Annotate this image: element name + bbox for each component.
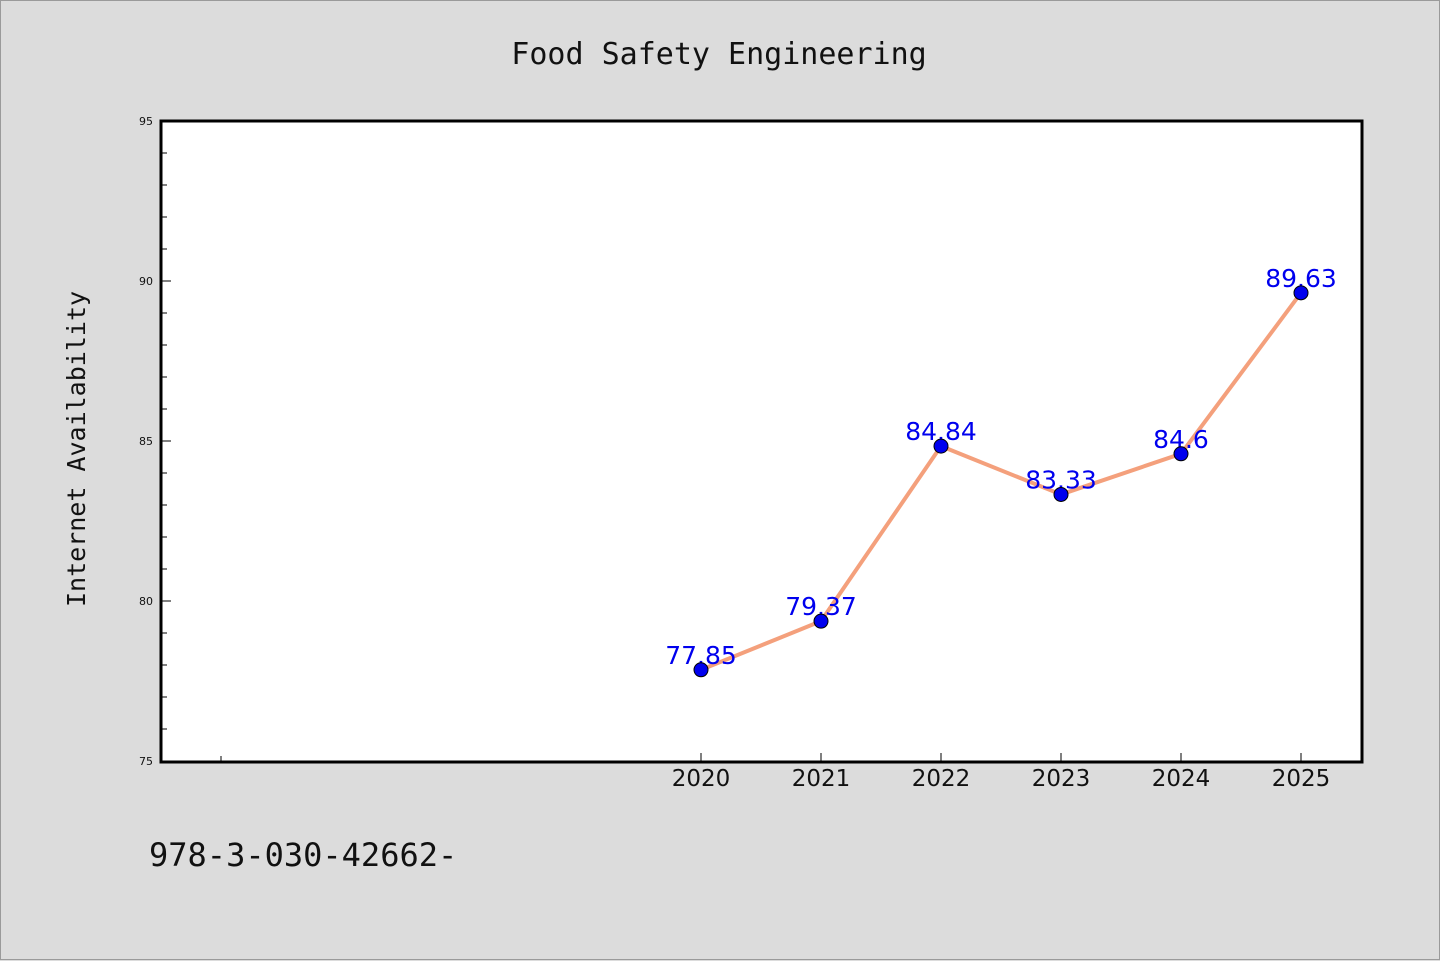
x-tick-label: 2022 (912, 766, 971, 792)
y-axis-label: Internet Availability (62, 291, 91, 607)
data-point-marker (813, 613, 829, 629)
footnote-text: 978-3-030-42662- (149, 836, 457, 874)
series-path (699, 290, 1303, 672)
x-tick-label: 2023 (1032, 766, 1091, 792)
x-tick-label: 2025 (1272, 766, 1331, 792)
data-point-marker (1053, 486, 1069, 502)
y-tick-label: 95 (139, 115, 153, 128)
chart-title: Food Safety Engineering (511, 37, 926, 72)
y-tick-label: 80 (139, 595, 153, 608)
data-point-marker (1293, 285, 1309, 301)
x-tick-label: 2021 (792, 766, 851, 792)
y-axis-ticks: 75 80 85 90 95 (139, 115, 171, 768)
y-tick-label: 85 (139, 435, 153, 448)
data-point-marker (1173, 446, 1189, 462)
data-point-marker (933, 438, 949, 454)
data-point-marker (693, 662, 709, 678)
y-tick-label: 90 (139, 275, 153, 288)
x-axis-ticks: 2020 2021 2022 2023 2024 2025 (220, 753, 1331, 792)
x-tick-label: 2024 (1152, 766, 1211, 792)
x-tick-label: 2020 (672, 766, 731, 792)
y-tick-label: 75 (139, 755, 153, 768)
plot-area (159, 119, 1364, 764)
